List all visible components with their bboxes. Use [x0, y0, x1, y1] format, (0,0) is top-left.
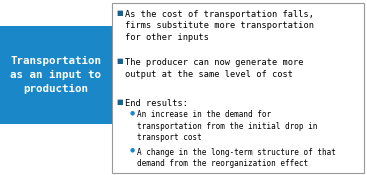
Text: Transportation
as an input to
production: Transportation as an input to production [11, 56, 101, 94]
Text: ●: ● [130, 110, 135, 115]
Text: ●: ● [130, 148, 135, 153]
Text: End results:: End results: [125, 99, 188, 108]
Text: An increase in the demand for
transportation from the initial drop in
transport : An increase in the demand for transporta… [137, 110, 317, 142]
Bar [112, 3, 364, 173]
Text: ■: ■ [117, 10, 123, 16]
Text: ■: ■ [117, 99, 123, 105]
Bar [0, 26, 112, 124]
Text: As the cost of transportation falls,
firms substitute more transportation
for ot: As the cost of transportation falls, fir… [125, 10, 314, 42]
Text: The producer can now generate more
output at the same level of cost: The producer can now generate more outpu… [125, 58, 303, 79]
Text: A change in the long-term structure of that
demand from the reorganization effec: A change in the long-term structure of t… [137, 148, 335, 168]
Text: ■: ■ [117, 58, 123, 64]
